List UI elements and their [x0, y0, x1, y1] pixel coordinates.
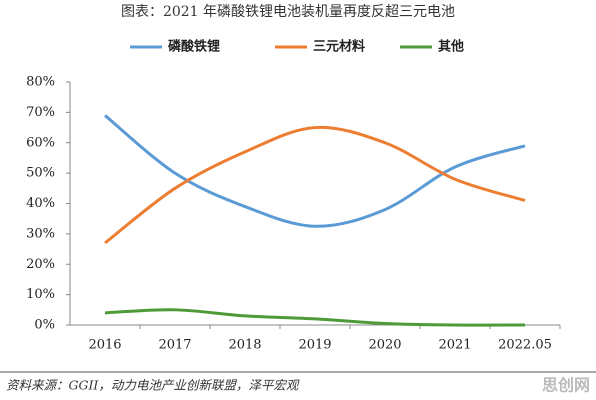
- x-tick-label: 2022.05: [498, 338, 552, 353]
- y-tick-label: 20%: [26, 257, 55, 272]
- y-tick-label: 60%: [26, 135, 55, 150]
- x-tick-label: 2018: [228, 338, 261, 353]
- series-line: [104, 308, 526, 327]
- x-tick-label: 2020: [368, 338, 401, 353]
- y-tick-label: 30%: [26, 226, 55, 241]
- watermark: 思创网: [542, 376, 590, 395]
- series-line: [104, 114, 526, 228]
- x-tick-label: 2019: [298, 338, 331, 353]
- x-tick-label: 2021: [438, 338, 471, 353]
- source: 资料来源：GGII，动力电池产业创新联盟，泽平宏观: [6, 378, 300, 393]
- legend-label: 其他: [438, 39, 464, 55]
- y-tick-label: 40%: [26, 196, 55, 211]
- y-tick-label: 10%: [26, 287, 55, 302]
- y-tick-label: 50%: [26, 166, 55, 181]
- chart-title: 图表：2021 年磷酸铁锂电池装机量再度反超三元电池: [121, 4, 455, 20]
- y-tick-label: 80%: [26, 75, 55, 90]
- legend-label: 磷酸铁锂: [168, 39, 220, 55]
- x-tick-label: 2016: [88, 338, 121, 353]
- y-tick-label: 0%: [34, 318, 55, 333]
- y-tick-label: 70%: [26, 105, 55, 120]
- legend-label: 三元材料: [313, 39, 365, 55]
- series-line: [104, 125, 526, 245]
- x-tick-label: 2017: [158, 338, 191, 353]
